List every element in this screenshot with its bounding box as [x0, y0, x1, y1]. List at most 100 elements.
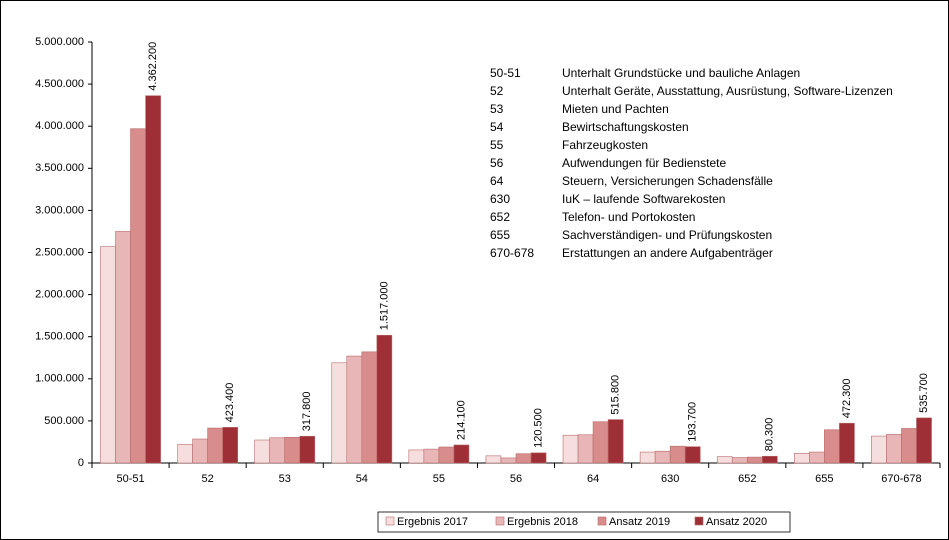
bar — [716, 456, 733, 464]
bar — [639, 451, 656, 464]
bar — [731, 457, 748, 464]
value-label: 515.800 — [610, 375, 622, 415]
bar — [607, 419, 624, 464]
bar — [299, 435, 316, 464]
y-tick-label: 2.000.000 — [35, 289, 84, 301]
code: 53 — [490, 102, 504, 116]
bar — [207, 427, 223, 464]
bar — [592, 421, 609, 464]
bar — [192, 438, 208, 464]
bar — [669, 445, 686, 464]
y-tick-label: 0 — [78, 457, 84, 469]
code-list: 50-51 Unterhalt Grundstücke und bauliche … — [490, 66, 893, 260]
value-label: 317.800 — [301, 391, 313, 431]
x-tick-label: 630 — [661, 473, 679, 485]
y-tick-label: 2.500.000 — [35, 246, 84, 258]
y-tick-label: 4.500.000 — [35, 78, 84, 90]
code-text: Unterhalt Grundstücke und bauliche Anlag… — [562, 66, 800, 80]
bar — [453, 444, 470, 464]
x-tick-label: 53 — [279, 473, 291, 485]
bar — [177, 444, 193, 464]
y-tick-label: 500.000 — [44, 415, 84, 427]
y-tick-label: 5.000.000 — [35, 36, 84, 48]
code: 670-678 — [490, 246, 534, 260]
bar — [515, 453, 532, 464]
bar — [886, 434, 902, 464]
code: 652 — [490, 210, 510, 224]
code-text: IuK – laufende Softwarekosten — [562, 192, 725, 206]
code: 56 — [490, 156, 504, 170]
bar — [654, 450, 671, 464]
code: 655 — [490, 228, 510, 242]
y-tick-label: 3.000.000 — [35, 204, 84, 216]
bar — [916, 417, 932, 464]
bar — [254, 439, 270, 464]
bar — [438, 446, 455, 464]
legend-box — [377, 511, 791, 533]
code: 55 — [490, 138, 504, 152]
code-text: Telefon- und Portokosten — [562, 210, 695, 224]
x-tick-label: 56 — [510, 473, 522, 485]
value-label: 535.700 — [918, 373, 930, 413]
bar — [145, 95, 161, 464]
x-tick-label: 670-678 — [881, 473, 921, 485]
y-tick-label: 1.500.000 — [35, 331, 84, 343]
code: 54 — [490, 120, 504, 134]
bar — [376, 334, 393, 464]
code: 630 — [490, 192, 510, 206]
legend-label: Ansatz 2019 — [609, 516, 670, 528]
bar — [684, 446, 701, 464]
code: 52 — [490, 84, 504, 98]
legend-label: Ergebnis 2018 — [507, 516, 578, 528]
bar — [361, 351, 378, 464]
bar — [284, 437, 301, 464]
code-text: Erstattungen an andere Aufgabenträger — [562, 246, 773, 260]
value-label: 4.362.200 — [147, 42, 159, 91]
y-tick-label: 3.500.000 — [35, 162, 84, 174]
bar — [824, 429, 840, 464]
bar — [871, 435, 887, 464]
bar — [839, 422, 855, 464]
legend-label: Ergebnis 2017 — [397, 516, 468, 528]
code-text: Sachverständigen- und Prüfungskosten — [562, 228, 772, 242]
bar — [901, 428, 917, 464]
value-label: 80.300 — [764, 418, 776, 452]
bar — [130, 128, 146, 464]
x-tick-label: 50-51 — [116, 473, 144, 485]
legend-swatch — [694, 516, 704, 526]
x-tick-label: 55 — [433, 473, 445, 485]
x-tick-label: 655 — [815, 473, 833, 485]
y-tick-label: 1.000.000 — [35, 373, 84, 385]
value-label: 193.700 — [687, 402, 699, 442]
bar — [562, 434, 579, 464]
bar — [809, 451, 825, 464]
bar — [762, 455, 778, 464]
bar — [530, 452, 547, 464]
value-label: 423.400 — [224, 383, 236, 423]
value-label: 214.100 — [455, 400, 467, 440]
code-text: Unterhalt Geräte, Ausstattung, Ausrüstun… — [562, 84, 893, 98]
bar — [500, 457, 517, 464]
bar — [331, 362, 348, 464]
bar — [222, 427, 239, 464]
value-label: 1.517.000 — [378, 281, 390, 330]
x-tick-label: 54 — [356, 473, 368, 485]
legend-swatch — [495, 516, 505, 526]
code-text: Aufwendungen für Bedienstete — [562, 156, 726, 170]
bar — [485, 455, 502, 464]
bar — [408, 449, 425, 464]
legend-swatch — [597, 516, 607, 526]
code: 64 — [490, 174, 504, 188]
bar — [346, 355, 363, 464]
legend-label: Ansatz 2020 — [706, 516, 767, 528]
bar — [115, 231, 131, 464]
bar — [577, 434, 594, 464]
code-text: Mieten und Pachten — [562, 102, 669, 116]
code: 50-51 — [490, 66, 521, 80]
code-text: Fahrzeugkosten — [562, 138, 648, 152]
value-label: 472.300 — [841, 378, 853, 418]
bar — [746, 456, 763, 464]
x-tick-label: 64 — [587, 473, 599, 485]
bar — [269, 437, 286, 464]
